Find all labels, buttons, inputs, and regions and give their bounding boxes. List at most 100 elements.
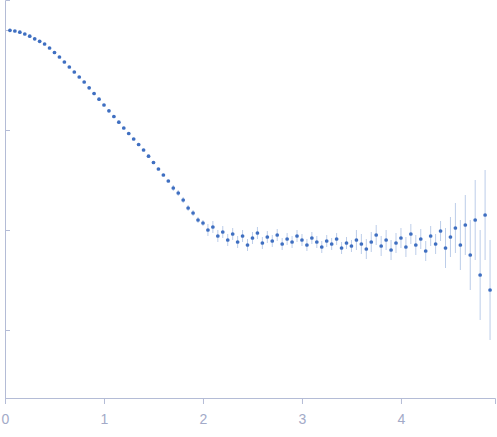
chart: 0 1 2 3 4 (0, 0, 497, 437)
data-point (364, 247, 368, 251)
data-point (315, 240, 319, 244)
data-point (236, 240, 240, 244)
data-point (444, 246, 448, 250)
data-point (67, 65, 71, 69)
data-point (122, 126, 126, 130)
x-tick-label: 0 (2, 411, 10, 427)
data-point (340, 246, 344, 250)
data-point (58, 55, 62, 59)
data-point (256, 231, 260, 235)
data-point (221, 230, 225, 234)
data-point (409, 232, 413, 236)
data-point (399, 236, 403, 240)
data-point (290, 240, 294, 244)
data-point (82, 80, 86, 84)
y-tick (5, 230, 10, 231)
y-tick-mark (5, 130, 10, 131)
data-point (166, 179, 170, 183)
data-point (92, 92, 96, 96)
data-point (414, 243, 418, 247)
x-tick: 3 (299, 398, 307, 427)
data-point (374, 233, 378, 237)
x-tick: 2 (200, 398, 208, 427)
y-axis-line (6, 1, 11, 399)
data-point (206, 228, 210, 232)
data-point (439, 229, 443, 233)
data-point (330, 242, 334, 246)
data-point (112, 115, 116, 119)
data-point (142, 148, 146, 152)
data-point (196, 218, 200, 222)
data-point (305, 243, 309, 247)
data-point (107, 109, 111, 113)
data-point (176, 191, 180, 195)
data-point (359, 242, 363, 246)
data-point (335, 237, 339, 241)
data-point (147, 154, 151, 158)
data-point (478, 273, 482, 277)
data-point (419, 237, 423, 241)
data-point (369, 240, 373, 244)
data-point (434, 242, 438, 246)
data-point (43, 42, 47, 46)
data-point (265, 235, 269, 239)
x-tick: 0 (2, 398, 10, 427)
data-point (152, 161, 156, 165)
data-point (18, 30, 22, 34)
data-point (280, 242, 284, 246)
data-point (468, 253, 472, 257)
data-point (216, 234, 220, 238)
x-tick-mark (302, 398, 303, 404)
data-point (429, 234, 433, 238)
y-tick-mark (5, 330, 10, 331)
x-axis: 0 1 2 3 4 (2, 398, 496, 427)
data-point (463, 223, 467, 227)
data-point (117, 120, 121, 124)
data-point (389, 248, 393, 252)
data-point (137, 143, 141, 147)
data-point (275, 233, 279, 237)
x-tick: 4 (398, 398, 406, 427)
data-point (102, 103, 106, 107)
x-tick-label: 3 (299, 411, 307, 427)
data-point (285, 237, 289, 241)
data-point (28, 34, 32, 38)
data-point (226, 238, 230, 242)
data-point (23, 32, 27, 36)
data-point (379, 244, 383, 248)
x-tick-mark (203, 398, 204, 404)
plot-area (8, 28, 492, 340)
data-point (251, 236, 255, 240)
data-point (157, 167, 161, 171)
data-point (53, 51, 57, 55)
data-point (241, 234, 245, 238)
data-point (8, 28, 12, 32)
data-point (33, 37, 37, 41)
data-point (404, 245, 408, 249)
data-point (186, 206, 190, 210)
data-point (181, 198, 185, 202)
data-point (246, 243, 250, 247)
x-tick-label: 2 (200, 411, 208, 427)
data-point (300, 238, 304, 242)
data-point (231, 232, 235, 236)
data-point (211, 225, 215, 229)
error-bars (10, 30, 490, 340)
data-point (310, 236, 314, 240)
data-point (458, 243, 462, 247)
data-point (384, 238, 388, 242)
data-point (449, 235, 453, 239)
data-point (13, 29, 17, 33)
data-point (295, 234, 299, 238)
data-point (424, 249, 428, 253)
data-point (488, 288, 492, 292)
data-point (87, 86, 91, 90)
x-tick-mark (104, 398, 105, 404)
x-tick-label: 4 (398, 411, 406, 427)
data-point (483, 213, 487, 217)
data-point (171, 186, 175, 190)
y-tick (5, 330, 10, 331)
data-point (270, 239, 274, 243)
data-point (454, 226, 458, 230)
x-tick: 1 (101, 398, 109, 427)
